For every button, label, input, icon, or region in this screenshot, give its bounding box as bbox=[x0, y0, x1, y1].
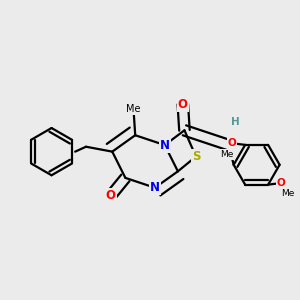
Text: N: N bbox=[160, 139, 170, 152]
Text: Me: Me bbox=[281, 189, 295, 198]
Text: Me: Me bbox=[220, 150, 234, 159]
Text: O: O bbox=[106, 189, 116, 203]
Text: Me: Me bbox=[126, 104, 141, 114]
Text: N: N bbox=[150, 181, 160, 194]
Text: H: H bbox=[231, 117, 240, 127]
Text: S: S bbox=[192, 150, 200, 163]
Text: O: O bbox=[277, 178, 286, 188]
Text: O: O bbox=[228, 138, 236, 148]
Text: O: O bbox=[178, 98, 188, 111]
